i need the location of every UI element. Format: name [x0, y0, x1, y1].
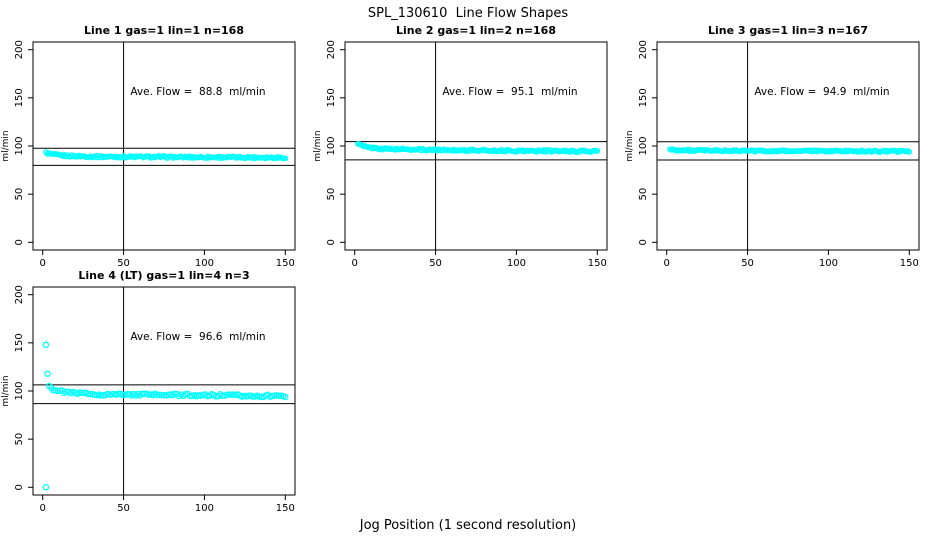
panel-title: Line 4 (LT) gas=1 lin=4 n=3 [78, 269, 249, 282]
plot-area-3: Line 3 gas=1 lin=3 n=167 0 50 100 150 0 50 100 1… [625, 24, 920, 269]
x-tick-label: 0 [40, 258, 46, 269]
y-tick-label: 50 [14, 188, 25, 201]
data-points [42, 341, 289, 491]
data-points [43, 149, 289, 162]
x-tick-label: 150 [276, 503, 295, 514]
plot-area-2: Line 2 gas=1 lin=2 n=168 0 50 100 150 0 50 100 1… [313, 24, 608, 269]
x-tick-label: 0 [352, 258, 358, 269]
y-axis-label: ml/min [1, 130, 11, 161]
panel-title: Line 2 gas=1 lin=2 n=168 [396, 24, 556, 37]
y-tick-label: 100 [14, 381, 25, 400]
x-tick-label: 100 [819, 258, 838, 269]
y-axis-label: ml/min [1, 375, 11, 406]
ave-flow-annotation: Ave. Flow = 96.6 ml/min [130, 331, 265, 343]
y-tick-label: 0 [14, 239, 25, 245]
y-tick-label: 150 [326, 88, 337, 107]
ave-flow-annotation: Ave. Flow = 95.1 ml/min [442, 86, 577, 98]
y-tick-label: 200 [14, 40, 25, 59]
panel-3: Line 3 gas=1 lin=3 n=167 0 50 100 150 0 50 100 1… [624, 24, 936, 269]
y-axis-label: ml/min [625, 130, 635, 161]
x-tick-label: 0 [40, 503, 46, 514]
x-tick-label: 50 [117, 503, 130, 514]
x-tick-label: 0 [664, 258, 670, 269]
y-tick-label: 0 [638, 239, 649, 245]
y-tick-label: 200 [638, 40, 649, 59]
panel-grid: Line 1 gas=1 lin=1 n=168 0 50 100 150 0 50 100 1… [0, 24, 936, 514]
plot-area-1: Line 1 gas=1 lin=1 n=168 0 50 100 150 0 50 100 1… [1, 24, 296, 269]
panel-1: Line 1 gas=1 lin=1 n=168 0 50 100 150 0 50 100 1… [0, 24, 312, 269]
y-tick-label: 150 [14, 88, 25, 107]
y-axis-label: ml/min [313, 130, 323, 161]
x-tick-label: 100 [507, 258, 526, 269]
x-axis-label: Jog Position (1 second resolution) [359, 518, 577, 533]
plot-box [656, 41, 920, 251]
y-tick-label: 50 [14, 433, 25, 446]
x-tick-label: 100 [195, 258, 214, 269]
data-points [667, 146, 913, 155]
panel-4: Line 4 (LT) gas=1 lin=4 n=3 0 50 100 150 0 50 1… [0, 269, 312, 514]
y-tick-label: 0 [326, 239, 337, 245]
x-tick-label: 50 [429, 258, 442, 269]
y-tick-label: 100 [638, 136, 649, 155]
panel-title: Line 3 gas=1 lin=3 n=167 [708, 24, 868, 37]
x-tick-label: 100 [195, 503, 214, 514]
data-points [355, 141, 601, 155]
y-tick-label: 50 [638, 188, 649, 201]
x-tick-label: 50 [117, 258, 130, 269]
ave-flow-annotation: Ave. Flow = 94.9 ml/min [754, 86, 889, 98]
y-tick-label: 0 [14, 484, 25, 490]
panel-2: Line 2 gas=1 lin=2 n=168 0 50 100 150 0 50 100 1… [312, 24, 624, 269]
plot-area-4: Line 4 (LT) gas=1 lin=4 n=3 0 50 100 150 0 50 1… [1, 269, 296, 514]
ave-flow-annotation: Ave. Flow = 88.8 ml/min [130, 86, 265, 98]
y-tick-label: 200 [14, 285, 25, 304]
y-tick-label: 150 [14, 333, 25, 352]
y-tick-label: 50 [326, 188, 337, 201]
x-tick-label: 50 [741, 258, 754, 269]
y-tick-label: 100 [14, 136, 25, 155]
panel-title: Line 1 gas=1 lin=1 n=168 [84, 24, 244, 37]
x-tick-label: 150 [276, 258, 295, 269]
plot-box [32, 41, 296, 251]
figure-title: SPL_130610 Line Flow Shapes [367, 6, 569, 21]
x-tick-label: 150 [588, 258, 607, 269]
y-tick-label: 200 [326, 40, 337, 59]
x-tick-label: 150 [900, 258, 919, 269]
y-tick-label: 100 [326, 136, 337, 155]
y-tick-label: 150 [638, 88, 649, 107]
